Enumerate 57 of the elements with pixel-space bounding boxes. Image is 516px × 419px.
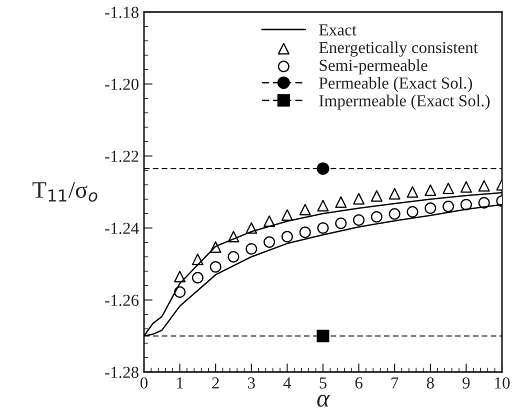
x-tick-label: 7 <box>392 378 398 388</box>
point <box>174 286 186 298</box>
point <box>281 230 293 242</box>
point <box>246 243 258 255</box>
y-tick-label: -1.24 <box>105 222 139 234</box>
point <box>353 193 365 205</box>
point <box>460 181 472 193</box>
point <box>316 162 330 175</box>
x-tick-label: 3 <box>248 377 255 389</box>
point <box>210 261 222 273</box>
point <box>442 200 454 212</box>
legend-label: Impermeable (Exact Sol.) <box>319 94 490 110</box>
y-tick-label: -1.26 <box>105 294 139 306</box>
point <box>299 204 311 216</box>
point <box>353 214 365 226</box>
point <box>370 190 382 202</box>
legend-label: Semi-permeable <box>320 59 428 74</box>
point <box>388 188 400 200</box>
point <box>281 209 293 221</box>
point <box>478 180 490 192</box>
x-tick-label: 0 <box>140 377 148 389</box>
point <box>335 218 347 230</box>
y-tick-label: -1.22 <box>105 150 138 162</box>
point <box>192 272 204 284</box>
point <box>264 236 276 248</box>
x-tick-label: 4 <box>283 377 292 388</box>
point <box>299 226 311 238</box>
x-tick-label: 9 <box>462 377 470 389</box>
point <box>174 270 186 282</box>
legend-label: Permeable (Exact Sol.) <box>319 76 472 92</box>
point <box>424 202 436 214</box>
legend-label: Energetically consistent <box>319 41 478 57</box>
point <box>406 186 418 198</box>
y-tick-label: -1.18 <box>105 6 139 18</box>
point <box>228 251 240 263</box>
x-tick-label: 5 <box>320 378 327 389</box>
point <box>460 198 472 210</box>
point <box>424 184 436 196</box>
y-tick-label: -1.28 <box>105 366 139 378</box>
point <box>388 208 400 220</box>
x-tick-label: 8 <box>426 377 434 389</box>
x-tick-label: 1 <box>177 377 183 388</box>
point <box>316 330 330 342</box>
point <box>442 182 454 194</box>
point <box>335 196 347 208</box>
point <box>317 222 329 234</box>
x-tick-label: 2 <box>212 377 219 388</box>
x-axis-title: α <box>317 394 330 407</box>
point <box>317 200 329 212</box>
y-tick-label: -1.20 <box>105 78 139 90</box>
legend-label: Exact <box>319 24 356 36</box>
x-tick-label: 10 <box>495 377 510 389</box>
point <box>370 211 382 223</box>
x-tick-label: 6 <box>355 377 362 389</box>
point <box>406 206 418 218</box>
y-axis-title: T$_{11}$/σ$_{o}$ <box>32 182 98 202</box>
point <box>478 197 490 209</box>
